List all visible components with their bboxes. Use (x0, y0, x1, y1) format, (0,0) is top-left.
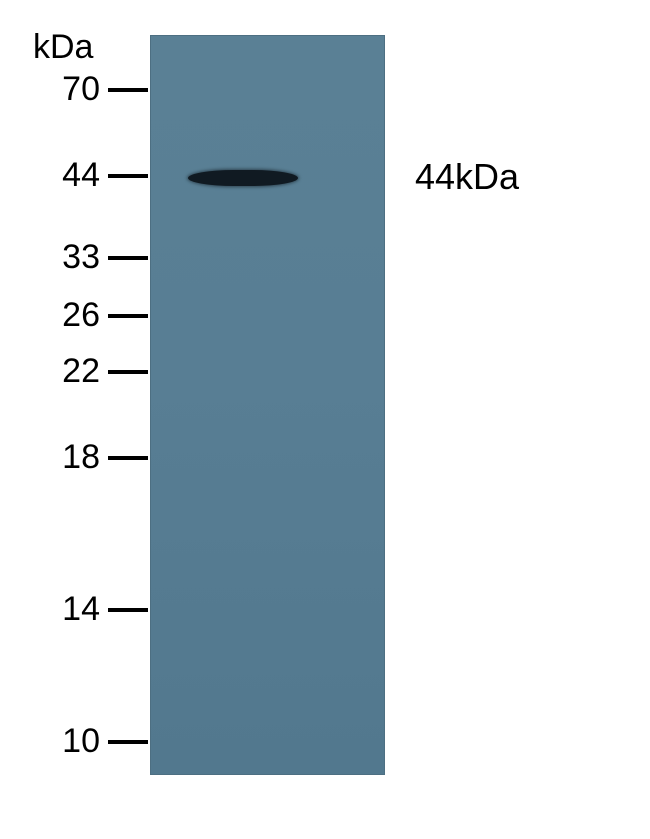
tick-mark (108, 370, 148, 374)
tick-label: 26 (40, 296, 100, 335)
tick-mark (108, 256, 148, 260)
tick-label: 44 (40, 156, 100, 195)
tick-mark (108, 88, 148, 92)
tick-mark (108, 740, 148, 744)
tick-label: 33 (40, 238, 100, 277)
band-label: 44kDa (415, 156, 519, 198)
tick-label: 10 (40, 722, 100, 761)
y-axis-title: kDa (33, 28, 93, 67)
western-blot-figure: kDa 44kDa 70 44 33 26 22 18 14 10 (0, 0, 650, 839)
tick-mark (108, 456, 148, 460)
tick-mark (108, 608, 148, 612)
tick-mark (108, 314, 148, 318)
tick-label: 70 (40, 70, 100, 109)
tick-label: 18 (40, 438, 100, 477)
blot-lane (150, 35, 385, 775)
protein-band (188, 170, 298, 186)
tick-label: 22 (40, 352, 100, 391)
tick-mark (108, 174, 148, 178)
tick-label: 14 (40, 590, 100, 629)
